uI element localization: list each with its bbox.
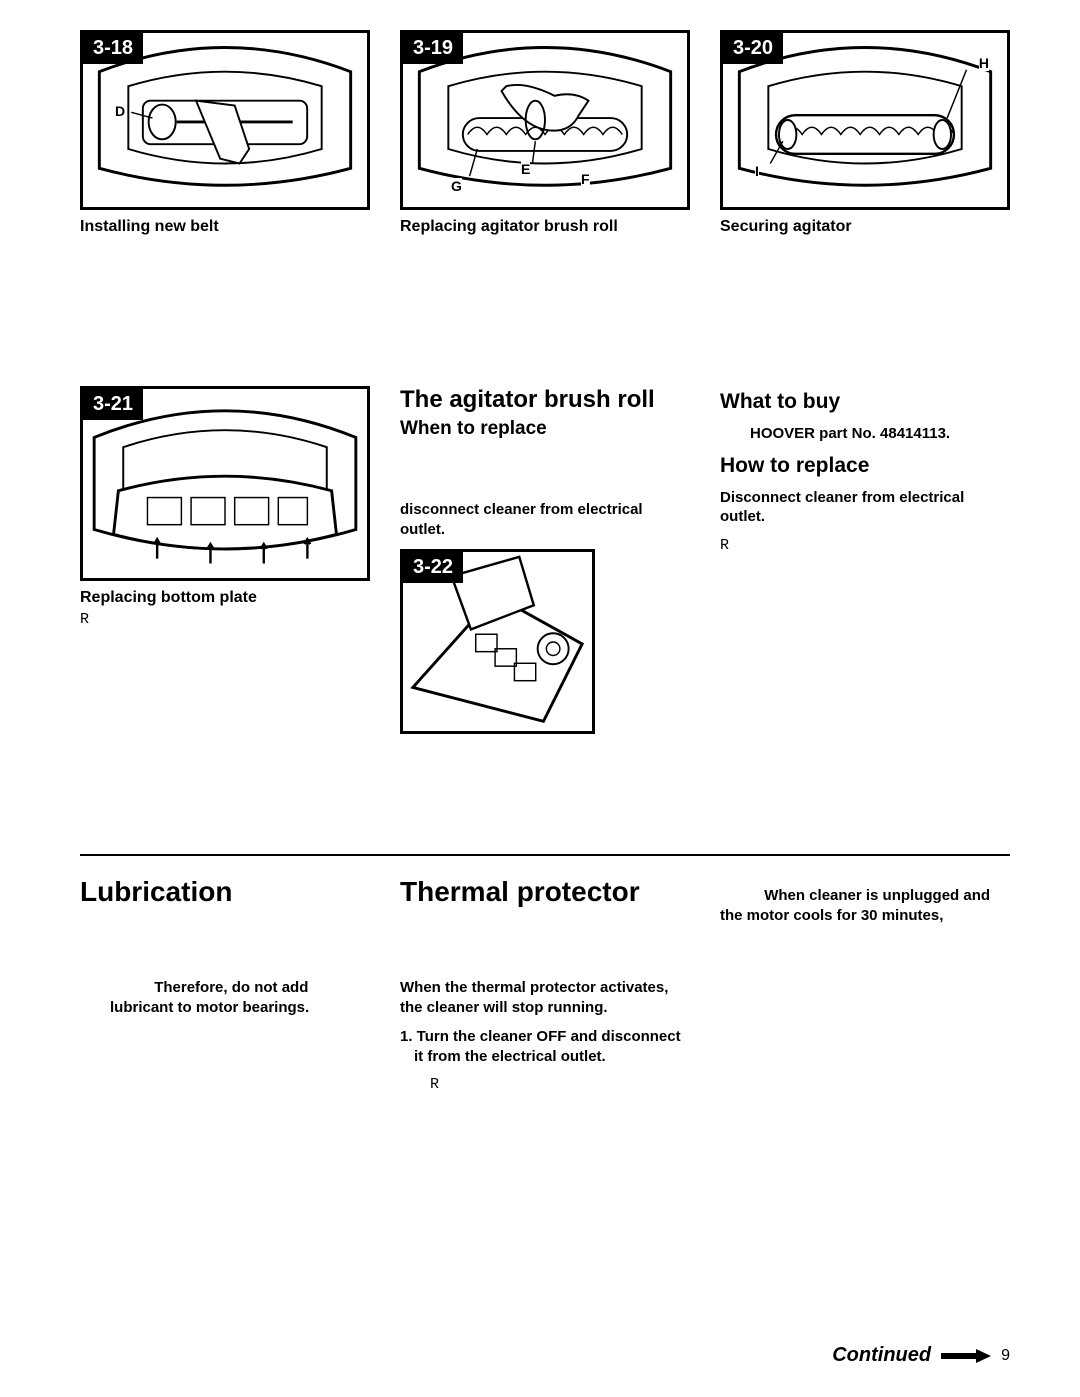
figure-320: 3-20 H I (720, 30, 1010, 210)
figure-number: 3-19 (403, 33, 463, 64)
thermal-col: Thermal protector When the thermal prote… (400, 876, 690, 1093)
lubrication-thermal-row: Lubrication XXXX Therefore, do not add l… (80, 876, 1010, 1093)
figure-row-2: 3-21 Replacing bottom plate R The agitat… (80, 386, 1010, 734)
figure-caption: Securing agitator (720, 218, 1010, 236)
figure-318: 3-18 D (80, 30, 370, 210)
r-mark: R (80, 611, 370, 628)
disconnect-text: disconnect cleaner from electrical outle… (400, 500, 690, 539)
page-number: 9 (1001, 1347, 1010, 1365)
thermal-p2: 1. Turn the cleaner OFF and disconnect i… (400, 1027, 690, 1066)
figure-row-1: 3-18 D Installing new belt 3-19 (80, 30, 1010, 236)
title-lubrication: Lubrication (80, 876, 370, 908)
what-to-buy-col: What to buy HOOVER part No. 48414113. Ho… (720, 386, 1010, 554)
figure-318-col: 3-18 D Installing new belt (80, 30, 370, 236)
callout-E: E (521, 161, 530, 177)
title-thermal: Thermal protector (400, 876, 690, 908)
continued-label: Continued (832, 1344, 931, 1367)
figure-322: 3-22 (400, 549, 595, 734)
figure-321: 3-21 (80, 386, 370, 581)
lubrication-note: XXXX Therefore, do not add lubricant to … (80, 978, 370, 1017)
continued-arrow-icon (941, 1349, 991, 1363)
figure-caption: Replacing bottom plate (80, 589, 370, 607)
callout-I: I (755, 163, 759, 179)
subtitle-when-replace: When to replace (400, 418, 690, 440)
callout-H: H (979, 55, 989, 71)
thermal-p3: XXXX When cleaner is unplugged and the m… (720, 886, 1010, 925)
callout-G: G (451, 178, 462, 194)
figure-caption: Installing new belt (80, 218, 370, 236)
figure-number: 3-20 (723, 33, 783, 64)
lubrication-col: Lubrication XXXX Therefore, do not add l… (80, 876, 370, 1093)
thermal-col-2: XXXX When cleaner is unplugged and the m… (720, 876, 1010, 1093)
lubrication-note-text: Therefore, do not add lubricant to motor… (110, 979, 309, 1016)
figure-number: 3-21 (83, 389, 143, 420)
subtitle-how-replace: How to replace (720, 454, 1010, 478)
thermal-p3-text: When cleaner is unplugged and the motor … (720, 887, 990, 924)
agitator-text-col: The agitator brush roll When to replace … (400, 386, 690, 734)
figure-caption: Replacing agitator brush roll (400, 218, 690, 236)
section-title-agitator: The agitator brush roll (400, 386, 690, 414)
figure-321-col: 3-21 Replacing bottom plate R (80, 386, 370, 628)
thermal-p1: When the thermal protector activates, th… (400, 978, 690, 1017)
callout-F: F (581, 171, 590, 187)
r-mark: R (400, 1076, 690, 1093)
figure-number: 3-22 (403, 552, 463, 583)
callout-D: D (115, 103, 125, 119)
r-mark: R (720, 537, 1010, 554)
part-number: HOOVER part No. 48414113. (720, 424, 1010, 444)
section-divider (80, 854, 1010, 856)
figure-319-col: 3-19 E F G Replacing agitator brush roll (400, 30, 690, 236)
figure-319: 3-19 E F G (400, 30, 690, 210)
disconnect-text-2: Disconnect cleaner from electrical outle… (720, 488, 1010, 527)
figure-320-col: 3-20 H I Securing agitator (720, 30, 1010, 236)
figure-number: 3-18 (83, 33, 143, 64)
page-footer: Continued 9 (832, 1344, 1010, 1367)
subtitle-what-buy: What to buy (720, 390, 1010, 414)
